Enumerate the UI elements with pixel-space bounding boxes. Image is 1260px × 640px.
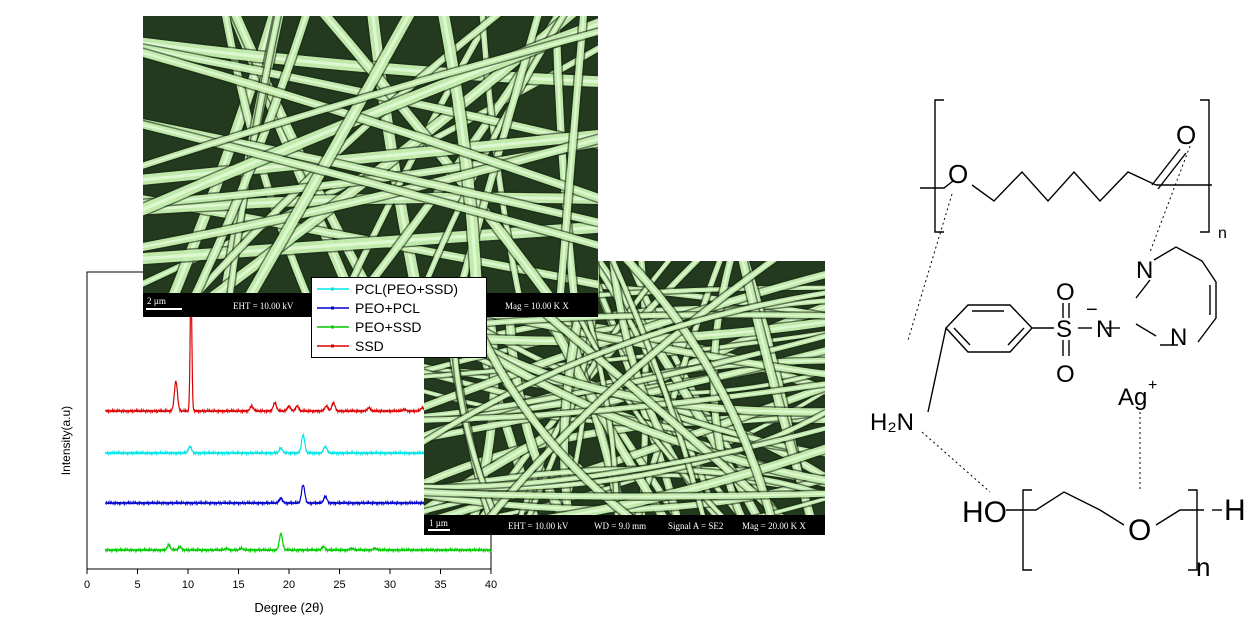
pcl-carbonyl-oxygen-label: O [1176,120,1196,150]
legend-marker-2 [331,325,334,329]
series-line-2 [104,532,492,554]
sem-bottom-eht-label: EHT = 10.00 kV [508,521,569,531]
sem-bottom-signal-label: Signal A = SE2 [668,521,724,531]
pcl-repeat-n: n [1218,225,1227,242]
legend-marker-0 [331,287,334,291]
x-tick-label-5: 25 [333,579,345,591]
fiber-highlight [612,261,709,535]
sem-bottom-scale-label: 1 µm [429,518,448,528]
amine-label: H₂N [870,409,914,436]
x-tick-label-2: 10 [182,579,194,591]
sem-bottom-scale-bar [428,529,450,531]
fiber-highlight [163,16,276,317]
fiber-highlight [474,261,774,535]
fiber-highlight [143,30,598,167]
sem-bottom-wd-label: WD = 9.0 mm [594,521,647,531]
x-tick-label-8: 40 [485,579,497,591]
legend-marker-1 [331,306,334,310]
pyrimidine-n2-label: N [1170,324,1187,351]
benzene-ring [945,304,1033,353]
y-axis-label: Intensity(a.u) [59,406,73,475]
x-tick-label-6: 30 [384,579,396,591]
legend-label-1: PEO+PCL [355,300,420,316]
legend-marker-3 [331,344,334,348]
fiber-highlight [143,123,598,247]
sem-top-fibers [143,16,598,317]
x-tick-label-7: 35 [434,579,446,591]
x-tick-label-3: 15 [232,579,244,591]
fiber-highlight [143,133,598,182]
fiber-highlight [143,51,598,199]
fiber-highlight [661,498,825,535]
chemical-structure: O O n N N O S O N − H₂N Ag + HO O H n [870,99,1246,582]
fiber-highlight [424,292,825,443]
legend-label-2: PEO+SSD [355,319,422,335]
x-axis-label: Degree (2θ) [254,600,323,615]
interaction-lines [907,145,1191,493]
amide-charge-label: − [1086,299,1098,321]
silver-charge-label: + [1148,377,1157,394]
peo-bracket-right [1188,489,1198,571]
pcl-bracket-right [1200,99,1210,233]
sem-bottom-info-bar: 1 µm EHT = 10.00 kV WD = 9.0 mm Signal A… [424,515,825,535]
fiber-highlight [143,137,598,249]
peo-ether-oxygen-label: O [1128,514,1151,547]
sem-top-scale-bar [146,308,182,310]
pcl-carbonyl-bond-b [1157,152,1187,190]
pcl-bracket-left [934,99,944,233]
chart-legend: PCL(PEO+SSD) PEO+PCL PEO+SSD SSD [311,277,487,358]
sulfur-label: S [1056,316,1072,343]
hydroxyl-label: HO [962,496,1007,529]
fiber-highlight [424,491,825,498]
fiber-highlight [235,16,411,317]
fiber-highlight [424,427,825,488]
pcl-carbonyl-bond-a [1151,148,1181,186]
sem-top-eht-label: EHT = 10.00 kV [233,301,294,311]
sem-top-scale-label: 2 µm [147,296,166,306]
legend-label-3: SSD [355,338,384,354]
x-tick-label-0: 0 [84,579,90,591]
hydrogen-end-label: H [1224,494,1246,527]
peo-bracket-left [1022,489,1032,571]
x-tick-label-4: 20 [283,579,295,591]
sem-top-mag-label: Mag = 10.00 K X [505,301,569,311]
peo-repeat-n: n [1196,552,1210,582]
peo-chain [1006,491,1125,526]
pcl-chain [920,180,954,189]
legend-label-0: PCL(PEO+SSD) [355,281,458,297]
silver-label: Ag [1118,384,1147,411]
fiber-highlight [626,261,777,535]
amide-n-label: N [1096,316,1113,343]
sem-bottom-mag-label: Mag = 20.00 K X [742,521,806,531]
x-tick-label-1: 5 [134,579,140,591]
sem-image-top: 2 µm EHT = 10.00 kV Mag = 10.00 K X [143,16,598,317]
sulfonyl-o-top-label: O [1056,279,1075,306]
fiber-highlight [424,273,825,408]
sulfonyl-o-bottom-label: O [1056,361,1075,388]
pyrimidine-n1-label: N [1136,257,1153,284]
pcl-oxygen-label: O [948,159,968,189]
